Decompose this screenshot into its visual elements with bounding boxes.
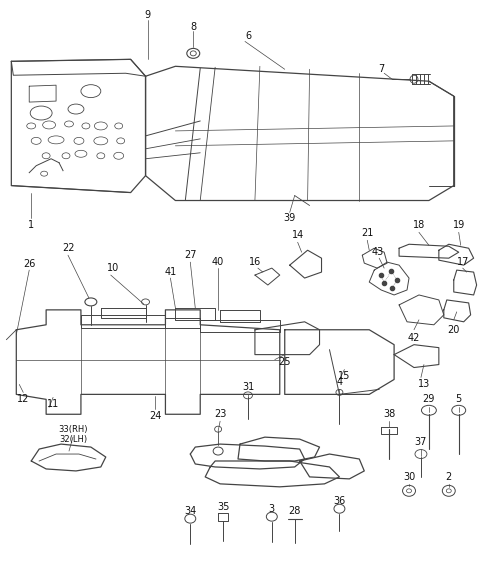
Text: 19: 19 bbox=[453, 221, 465, 230]
Text: 20: 20 bbox=[447, 325, 460, 335]
Text: 2: 2 bbox=[445, 472, 452, 482]
Text: 10: 10 bbox=[107, 263, 119, 273]
Text: 24: 24 bbox=[149, 411, 162, 421]
Text: 22: 22 bbox=[62, 243, 74, 253]
Text: 32(LH): 32(LH) bbox=[59, 435, 87, 444]
Text: 30: 30 bbox=[403, 472, 415, 482]
Text: 16: 16 bbox=[249, 257, 261, 267]
Text: 38: 38 bbox=[383, 410, 395, 419]
Text: 27: 27 bbox=[184, 250, 196, 260]
Text: 42: 42 bbox=[408, 333, 420, 343]
Text: 11: 11 bbox=[47, 399, 59, 410]
Text: 4: 4 bbox=[336, 377, 343, 388]
Text: 1: 1 bbox=[28, 221, 34, 230]
Text: 33(RH): 33(RH) bbox=[58, 425, 88, 434]
Text: 17: 17 bbox=[456, 257, 469, 267]
Text: 3: 3 bbox=[269, 504, 275, 514]
Text: 14: 14 bbox=[291, 230, 304, 240]
Text: 15: 15 bbox=[338, 372, 350, 381]
Text: 43: 43 bbox=[371, 247, 384, 257]
Text: 31: 31 bbox=[242, 382, 254, 392]
Text: 40: 40 bbox=[212, 257, 224, 267]
Text: 12: 12 bbox=[17, 395, 29, 404]
Text: 36: 36 bbox=[333, 496, 346, 506]
Text: 28: 28 bbox=[288, 506, 301, 516]
Text: 25: 25 bbox=[278, 357, 291, 366]
Text: 13: 13 bbox=[418, 380, 430, 389]
Text: 23: 23 bbox=[214, 410, 226, 419]
Text: 29: 29 bbox=[423, 395, 435, 404]
Text: 35: 35 bbox=[217, 502, 229, 511]
Text: 7: 7 bbox=[378, 65, 384, 74]
Text: 34: 34 bbox=[184, 506, 196, 516]
Text: 39: 39 bbox=[284, 213, 296, 223]
Text: 6: 6 bbox=[245, 32, 251, 41]
Text: 9: 9 bbox=[144, 10, 151, 20]
Text: 26: 26 bbox=[23, 259, 36, 269]
Text: 37: 37 bbox=[415, 437, 427, 447]
Text: 41: 41 bbox=[164, 267, 177, 277]
Text: 21: 21 bbox=[361, 228, 373, 238]
Text: 8: 8 bbox=[190, 21, 196, 32]
Text: 18: 18 bbox=[413, 221, 425, 230]
Text: 5: 5 bbox=[456, 395, 462, 404]
